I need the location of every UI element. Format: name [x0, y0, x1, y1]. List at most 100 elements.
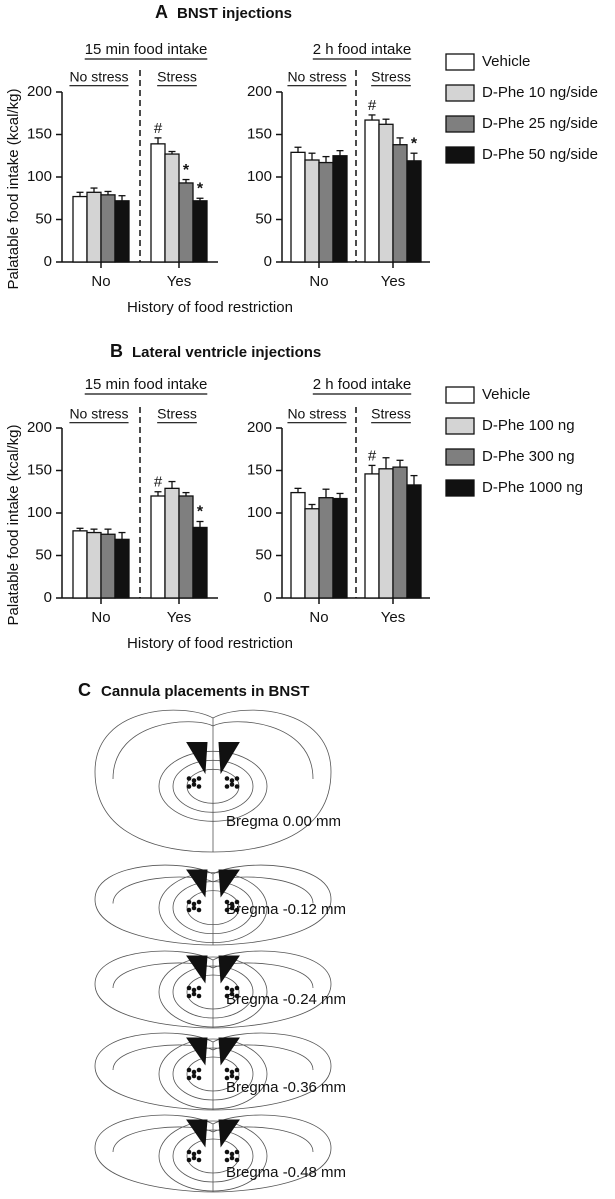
legend-label: D-Phe 10 ng/side	[482, 84, 598, 101]
brain-structure	[172, 881, 254, 935]
legend-swatch	[445, 146, 475, 164]
bar	[192, 200, 208, 263]
y-tick-label: 0	[264, 589, 272, 606]
brain-structure	[158, 750, 268, 822]
cannula-dot	[224, 907, 230, 913]
cannula-dot	[234, 985, 240, 991]
cannula-dot	[191, 901, 197, 907]
cannula-dot	[191, 1155, 197, 1161]
legend-swatch	[445, 84, 475, 102]
bar	[304, 159, 320, 263]
cannula-dot	[191, 1151, 197, 1157]
group-label: Stress	[157, 69, 197, 85]
chart-title: 2 h food intake	[313, 376, 411, 393]
legend-swatch	[445, 53, 475, 71]
legend-label: Vehicle	[482, 386, 530, 403]
group-label: No stress	[69, 69, 128, 85]
ventricle	[186, 869, 208, 898]
section-label: Bregma -0.12 mm	[226, 901, 346, 918]
y-tick-label: 150	[247, 125, 272, 142]
cannula-dot	[186, 985, 192, 991]
bar	[164, 153, 180, 263]
bar	[378, 123, 394, 263]
y-tick-label: 0	[44, 589, 52, 606]
cannula-dot	[229, 782, 235, 787]
y-tick-label: 100	[247, 504, 272, 521]
ventricle	[186, 1037, 208, 1066]
significance-marker: *	[197, 504, 204, 521]
cannula-dot	[224, 899, 230, 905]
significance-marker: #	[154, 120, 163, 137]
y-tick-label: 0	[44, 253, 52, 270]
cannula-dot	[186, 776, 192, 781]
panel-label: A	[155, 2, 168, 22]
legend-swatch	[445, 479, 475, 497]
group-label: No stress	[287, 406, 346, 422]
brain-structure	[158, 872, 268, 944]
cannula-dot	[234, 1149, 240, 1155]
brain-structure	[186, 1056, 240, 1092]
cannula-dot	[191, 905, 197, 911]
y-tick-label: 200	[247, 83, 272, 100]
cannula-dot	[224, 1067, 230, 1073]
panel-title: Lateral ventricle injections	[132, 344, 321, 361]
bar	[114, 200, 130, 263]
bar	[318, 161, 334, 263]
bar	[114, 538, 130, 599]
ventricle	[218, 955, 240, 984]
cannula-dot	[224, 993, 230, 999]
bar	[318, 497, 334, 599]
cannula-dot	[234, 784, 240, 789]
significance-marker: *	[197, 180, 204, 197]
brain-structure	[172, 1129, 254, 1183]
legend-swatch	[445, 448, 475, 466]
bar	[332, 497, 348, 599]
cannula-dot	[234, 907, 240, 913]
bar	[406, 160, 422, 263]
cannula-dot	[196, 1157, 202, 1163]
bar	[290, 491, 306, 599]
bar	[178, 495, 194, 599]
cannula-dot	[196, 776, 202, 781]
x-axis-label: History of food restriction	[127, 635, 293, 652]
ventricle	[186, 1119, 208, 1148]
significance-marker: #	[154, 474, 163, 491]
legend-label: D-Phe 300 ng	[482, 448, 575, 465]
cannula-dot	[234, 993, 240, 999]
ventricle	[218, 1119, 240, 1148]
cannula-dot	[229, 901, 235, 907]
panel-title: Cannula placements in BNST	[101, 683, 309, 700]
legend-swatch	[445, 386, 475, 404]
cannula-dot	[224, 1075, 230, 1081]
y-tick-label: 0	[264, 253, 272, 270]
cannula-dot	[186, 784, 192, 789]
cannula-dot	[186, 993, 192, 999]
section-label: Bregma 0.00 mm	[226, 813, 341, 830]
group-label: No stress	[287, 69, 346, 85]
brain-structure	[172, 759, 254, 813]
bar	[332, 155, 348, 263]
bar	[150, 143, 166, 263]
cannula-dot	[234, 776, 240, 781]
brain-structure	[186, 974, 240, 1010]
cannula-dot	[191, 778, 197, 783]
y-tick-label: 200	[27, 419, 52, 436]
bar	[150, 495, 166, 599]
cannula-dot	[229, 905, 235, 911]
brain-structure	[172, 1047, 254, 1101]
brain-structure	[186, 890, 240, 926]
cannula-dot	[191, 1073, 197, 1079]
cannula-dot	[186, 1067, 192, 1073]
legend-swatch	[445, 417, 475, 435]
bar	[364, 119, 380, 263]
ventricle	[186, 955, 208, 984]
x-axis-label: History of food restriction	[127, 299, 293, 316]
panel-title: BNST injections	[177, 5, 292, 22]
cannula-dot	[196, 1067, 202, 1073]
cannula-dot	[186, 907, 192, 913]
x-tick-label: No	[91, 609, 110, 626]
y-tick-label: 50	[35, 546, 52, 563]
bar	[72, 530, 88, 599]
cannula-dot	[229, 778, 235, 783]
